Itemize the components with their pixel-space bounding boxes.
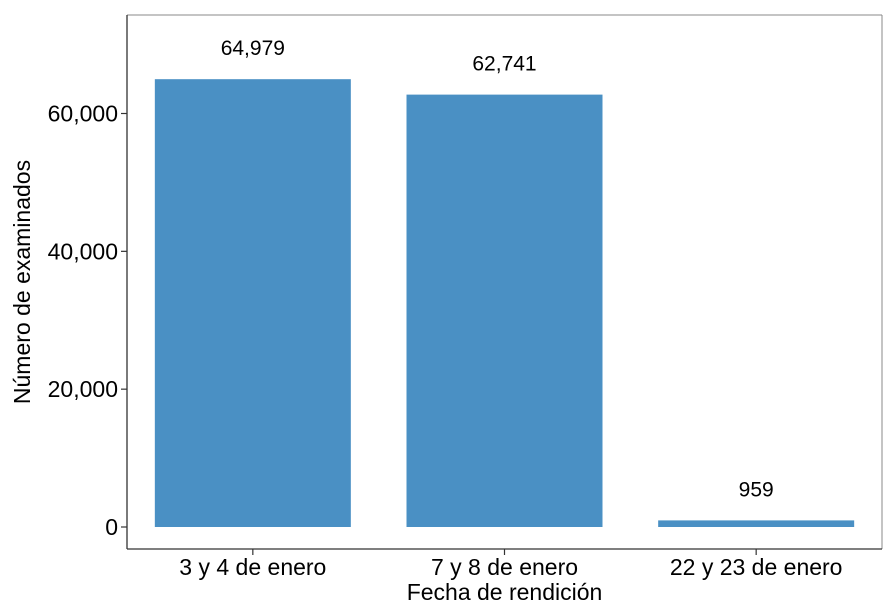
y-axis: 0 20,000 40,000 60,000 bbox=[48, 101, 127, 540]
x-axis-title: Fecha de rendición bbox=[407, 579, 603, 605]
y-tick-label: 20,000 bbox=[48, 376, 118, 402]
y-tick-label: 60,000 bbox=[48, 101, 118, 127]
x-tick-label: 22 y 23 de enero bbox=[670, 554, 843, 580]
y-axis-title: Número de examinados bbox=[9, 160, 35, 404]
x-axis: 3 y 4 de enero 7 y 8 de enero 22 y 23 de e… bbox=[179, 549, 842, 580]
x-tick-label: 7 y 8 de enero bbox=[431, 554, 578, 580]
data-label: 62,741 bbox=[472, 53, 536, 76]
bar bbox=[406, 94, 603, 528]
bar bbox=[154, 79, 351, 527]
bar bbox=[658, 520, 855, 527]
y-tick-label: 40,000 bbox=[48, 238, 118, 264]
data-labels: 64,979 62,741 959 bbox=[221, 37, 774, 501]
x-tick-label: 3 y 4 de enero bbox=[179, 554, 326, 580]
bars bbox=[154, 79, 855, 528]
data-label: 959 bbox=[739, 478, 774, 501]
y-tick-label: 0 bbox=[105, 514, 118, 540]
data-label: 64,979 bbox=[221, 37, 285, 60]
